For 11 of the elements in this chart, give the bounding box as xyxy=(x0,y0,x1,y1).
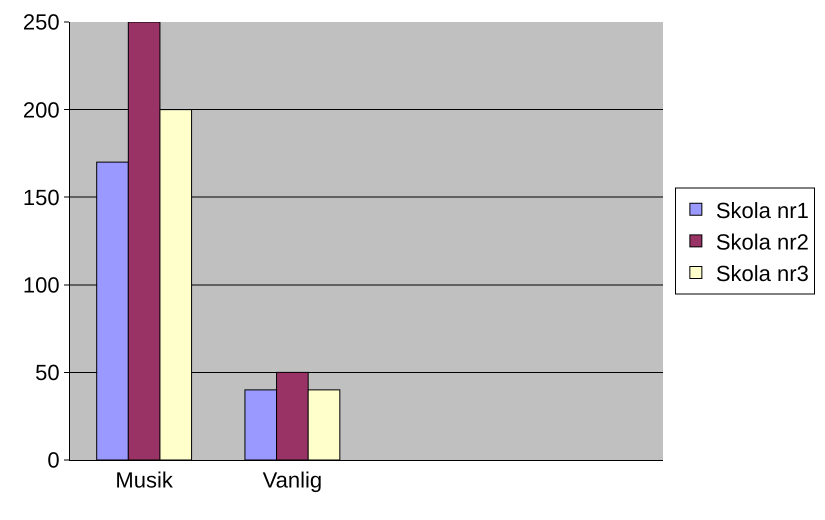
y-tick-label: 200 xyxy=(22,97,60,122)
x-tick-label: Vanlig xyxy=(262,467,322,492)
legend-label: Skola nr2 xyxy=(716,229,809,254)
legend-label: Skola nr3 xyxy=(716,261,809,286)
y-tick-label: 0 xyxy=(47,448,60,473)
y-tick-label: 150 xyxy=(22,184,60,210)
y-tick-label: 50 xyxy=(35,360,60,386)
y-tick-label: 250 xyxy=(22,10,60,35)
legend-label: Skola nr1 xyxy=(716,198,809,223)
x-tick-label: Musik xyxy=(115,467,174,492)
y-tick-label: 100 xyxy=(22,272,60,298)
